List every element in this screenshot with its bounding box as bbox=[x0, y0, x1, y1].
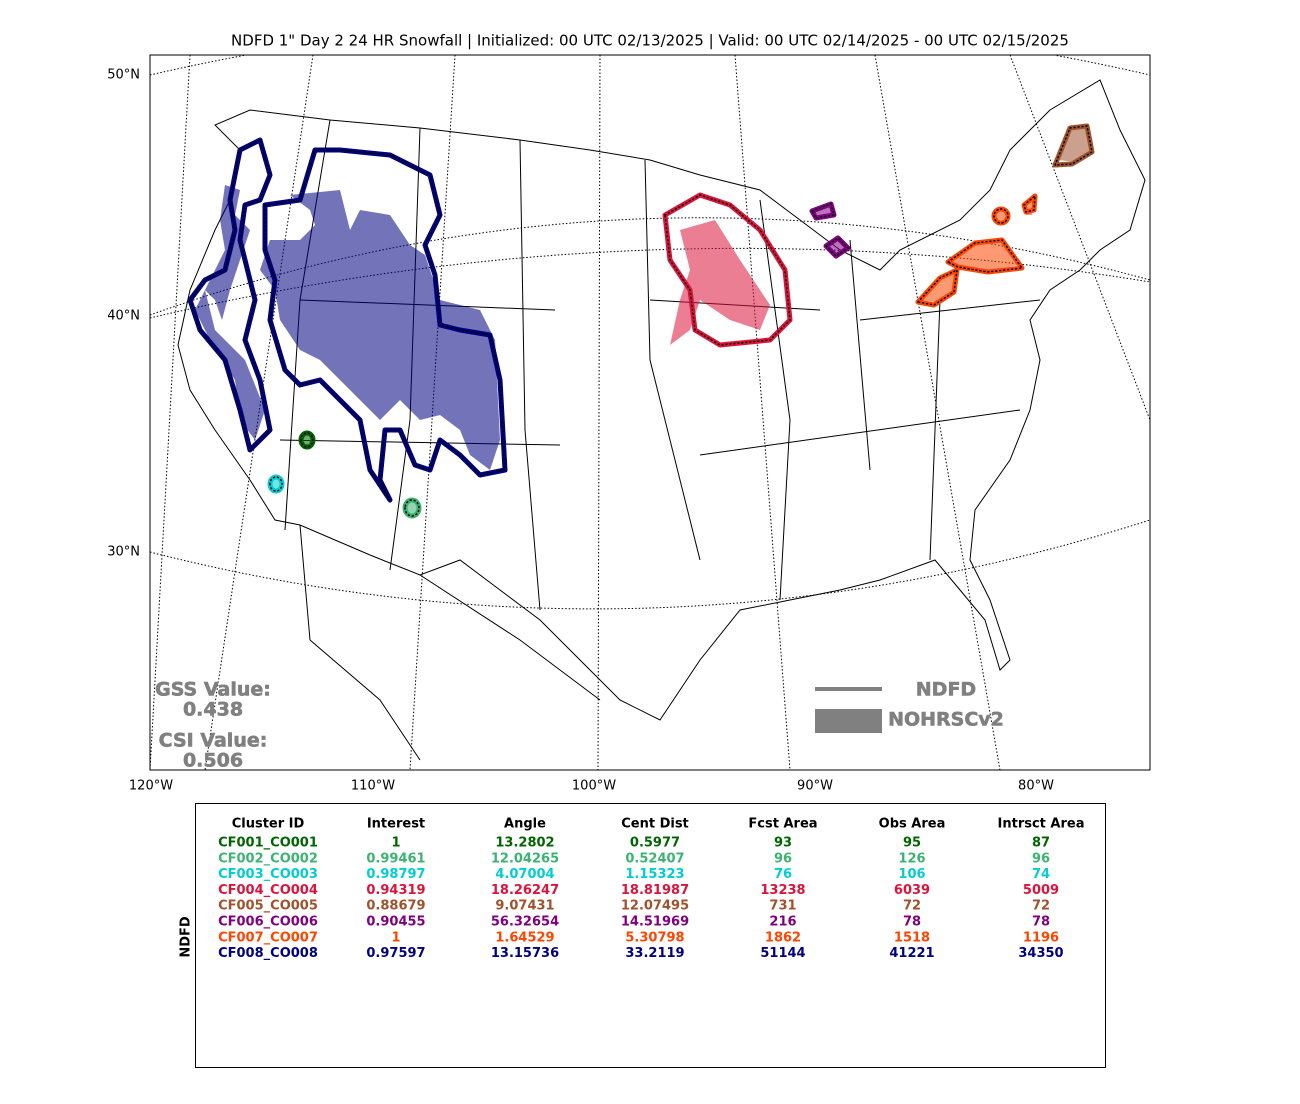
table-cell: 18.26247 bbox=[491, 883, 559, 898]
table-cell: 12.04265 bbox=[491, 851, 559, 866]
table-cell: 6039 bbox=[894, 883, 930, 898]
table-cell: 56.32654 bbox=[491, 915, 559, 930]
table-cell: 87 bbox=[1032, 836, 1050, 851]
table-cell: 1.64529 bbox=[495, 930, 554, 945]
obs-area bbox=[1058, 128, 1090, 162]
table-cell: 0.52407 bbox=[625, 851, 684, 866]
table-cell: 72 bbox=[1032, 899, 1050, 914]
table-body: Cluster ID Interest Angle Cent Dist Fcst Are… bbox=[218, 817, 1084, 962]
lon-label: 100°W bbox=[572, 779, 616, 794]
table-cell: CF006_CO006 bbox=[218, 915, 318, 930]
table-cell: 51144 bbox=[760, 946, 805, 961]
table-frame bbox=[195, 803, 1106, 1068]
table-cell: 731 bbox=[769, 899, 796, 914]
table-cell: 41221 bbox=[889, 946, 934, 961]
table-cell: 0.88679 bbox=[366, 899, 425, 914]
column-header: Angle bbox=[504, 817, 546, 832]
table-cell: CF001_CO001 bbox=[218, 836, 318, 851]
gss-label: GSS Value: bbox=[155, 679, 271, 701]
table-cell: 0.99461 bbox=[366, 851, 425, 866]
table-cell: 96 bbox=[1032, 851, 1050, 866]
table-cell: 9.07431 bbox=[495, 899, 554, 914]
table-cell: 18.81987 bbox=[621, 883, 689, 898]
table-cell: 93 bbox=[774, 836, 792, 851]
table-side-label: NDFD bbox=[179, 916, 194, 958]
table-cell: 1.15323 bbox=[625, 867, 684, 882]
lat-label: 30°N bbox=[107, 545, 140, 560]
fcst-outline bbox=[915, 193, 1038, 308]
clusters bbox=[187, 123, 1095, 519]
fcst-dots bbox=[300, 432, 314, 448]
obs-area bbox=[814, 206, 846, 254]
table-cell: 106 bbox=[898, 867, 925, 882]
table-cell: 0.94319 bbox=[366, 883, 425, 898]
column-header: Intrsct Area bbox=[998, 817, 1085, 832]
table-cell: 34350 bbox=[1018, 946, 1063, 961]
legend-label: NDFD bbox=[916, 679, 976, 701]
table-cell: CF008_CO008 bbox=[218, 946, 318, 961]
lon-label: 120°W bbox=[129, 779, 173, 794]
table-cell: 0.5977 bbox=[630, 836, 680, 851]
gss-value: 0.438 bbox=[183, 699, 243, 721]
table-cell: 76 bbox=[774, 867, 792, 882]
lon-label: 90°W bbox=[797, 779, 833, 794]
csi-value: 0.506 bbox=[183, 750, 243, 772]
legend-label: NOHRSCv2 bbox=[888, 709, 1004, 731]
lat-label: 40°N bbox=[107, 309, 140, 324]
fcst-dots bbox=[269, 476, 283, 492]
table-cell: CF007_CO007 bbox=[218, 930, 318, 945]
obs-area bbox=[195, 185, 500, 470]
table-cell: 5009 bbox=[1023, 883, 1059, 898]
table-cell: CF004_CO004 bbox=[218, 883, 318, 898]
stats-table: NDFD Cluster ID Interest Angle Cent Dist Fcs… bbox=[179, 803, 1106, 1068]
table-cell: 1196 bbox=[1023, 930, 1059, 945]
table-cell: 216 bbox=[769, 915, 796, 930]
table-cell: 13.2802 bbox=[495, 836, 554, 851]
fcst-dots bbox=[1053, 125, 1093, 166]
table-cell: 1 bbox=[391, 930, 400, 945]
table-cell: 95 bbox=[903, 836, 921, 851]
fcst-dots bbox=[404, 499, 420, 517]
table-cell: 0.98797 bbox=[366, 867, 425, 882]
lat-label: 50°N bbox=[107, 68, 140, 83]
table-cell: 78 bbox=[903, 915, 921, 930]
table-cell: 13.15736 bbox=[491, 946, 559, 961]
table-cell: CF003_CO003 bbox=[218, 867, 318, 882]
csi-label: CSI Value: bbox=[159, 730, 268, 752]
map: 50°N 40°N 30°N 120°W 110°W 100°W 90°W 80… bbox=[107, 54, 1151, 794]
column-header: Cluster ID bbox=[232, 817, 305, 832]
table-cell: CF005_CO005 bbox=[218, 899, 318, 914]
table-cell: 96 bbox=[774, 851, 792, 866]
column-header: Cent Dist bbox=[621, 817, 689, 832]
map-frame bbox=[149, 54, 1151, 771]
table-cell: 0.97597 bbox=[366, 946, 425, 961]
table-cell: 14.51969 bbox=[621, 915, 689, 930]
table-cell: 4.07004 bbox=[495, 867, 554, 882]
table-cell: 1 bbox=[391, 836, 400, 851]
lon-label: 110°W bbox=[351, 779, 395, 794]
column-header: Interest bbox=[367, 817, 425, 832]
title: NDFD 1" Day 2 24 HR Snowfall | Initializ… bbox=[231, 32, 1069, 50]
table-cell: 0.90455 bbox=[366, 915, 425, 930]
table-cell: 126 bbox=[898, 851, 925, 866]
table-cell: 78 bbox=[1032, 915, 1050, 930]
column-header: Obs Area bbox=[879, 817, 946, 832]
table-cell: 13238 bbox=[760, 883, 805, 898]
table-cell: CF002_CO002 bbox=[218, 851, 318, 866]
legend-fill bbox=[815, 709, 882, 733]
table-cell: 5.30798 bbox=[625, 930, 684, 945]
lon-label: 80°W bbox=[1018, 779, 1054, 794]
table-cell: 1862 bbox=[765, 930, 801, 945]
fcst-dots bbox=[810, 203, 850, 257]
table-cell: 74 bbox=[1032, 867, 1050, 882]
table-cell: 12.07495 bbox=[621, 899, 689, 914]
column-header: Fcst Area bbox=[748, 817, 817, 832]
table-cell: 1518 bbox=[894, 930, 930, 945]
table-cell: 33.2119 bbox=[625, 946, 684, 961]
table-cell: 72 bbox=[903, 899, 921, 914]
fcst-outline bbox=[662, 192, 793, 348]
fcst-dots bbox=[189, 138, 506, 501]
